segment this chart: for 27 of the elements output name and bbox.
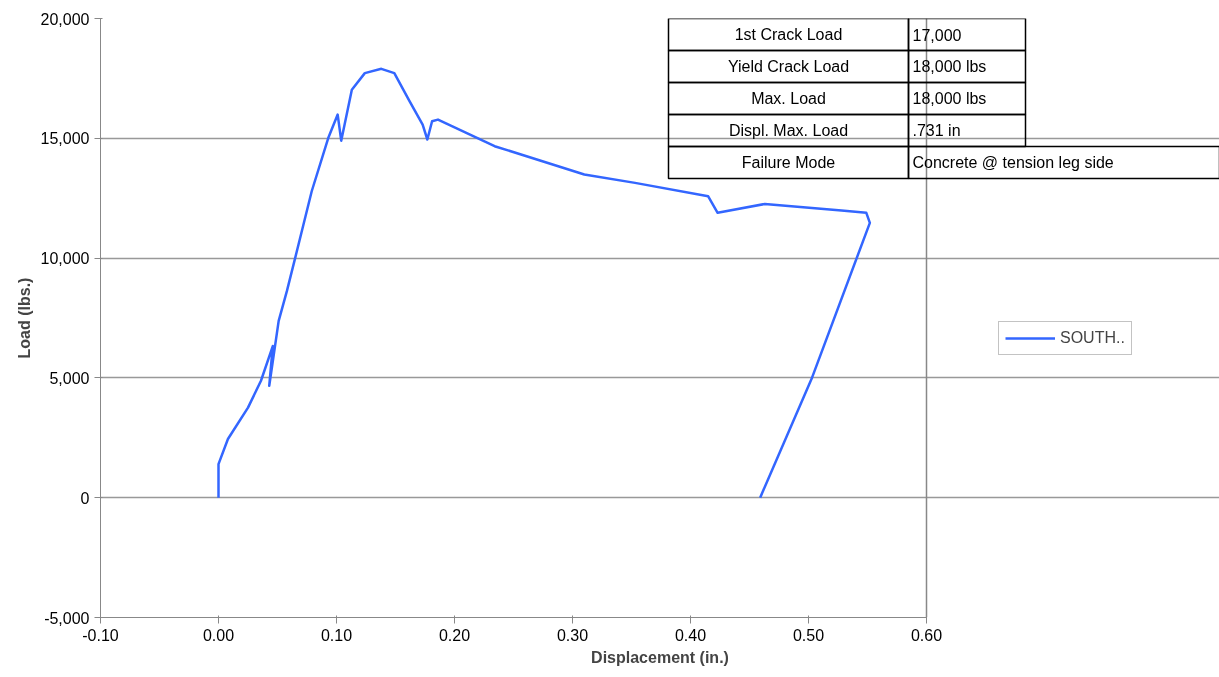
annotation: Max. Load bbox=[751, 90, 826, 107]
annotation: 18,000 lbs bbox=[912, 90, 987, 107]
annotation: Displ. Max. Load bbox=[728, 122, 849, 139]
x-tick-label: 0.10 bbox=[320, 626, 353, 644]
y-tick-label: 20,000 bbox=[40, 10, 90, 28]
annotation: Yield Crack Load bbox=[727, 58, 850, 75]
y-tick-label: 15,000 bbox=[40, 130, 90, 148]
annotation: 1st Crack Load bbox=[734, 26, 843, 43]
y-axis-title: Load (lbs.) bbox=[15, 277, 33, 359]
x-tick-label: 0.00 bbox=[202, 626, 235, 644]
legend-label: SOUTH.. bbox=[1060, 329, 1125, 347]
x-tick-label: 0.30 bbox=[556, 626, 589, 644]
annotation: .731 in bbox=[912, 122, 961, 139]
x-axis-title: Displacement (in.) bbox=[591, 648, 729, 666]
annotation: Failure Mode bbox=[741, 154, 836, 171]
x-tick-label: 0.40 bbox=[674, 626, 707, 644]
annotation: 18,000 lbs bbox=[912, 58, 987, 75]
annotation: 17,000 bbox=[912, 26, 962, 44]
y-tick-label: 5,000 bbox=[49, 369, 90, 387]
y-tick-label: 10,000 bbox=[40, 250, 90, 268]
y-tick-label: -5,000 bbox=[44, 609, 90, 627]
x-tick-label: 0.60 bbox=[910, 626, 943, 644]
annotation: Concrete @ tension leg side bbox=[912, 154, 1114, 171]
x-tick-label: -0.10 bbox=[82, 626, 119, 644]
y-tick-label: 0 bbox=[80, 489, 90, 507]
x-tick-label: 0.20 bbox=[438, 626, 471, 644]
x-tick-label: 0.50 bbox=[792, 626, 825, 644]
